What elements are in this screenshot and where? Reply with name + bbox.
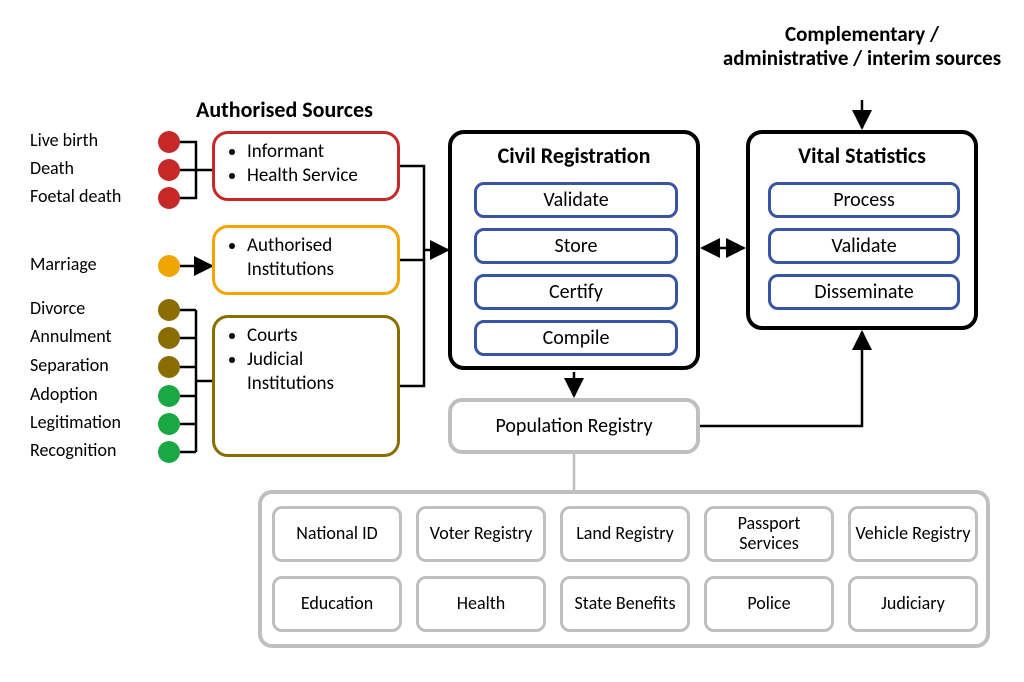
event-label: Adoption xyxy=(30,383,98,405)
event-label: Recognition xyxy=(30,439,116,461)
event-dot xyxy=(158,413,180,435)
vital-pill-process: Process xyxy=(768,182,960,218)
event-label: Death xyxy=(30,157,74,179)
event-dot xyxy=(158,441,180,463)
registry-cell: Police xyxy=(704,576,834,632)
population-registry-title-box: Population Registry xyxy=(448,398,700,454)
registry-cell: National ID xyxy=(272,506,402,562)
civil-registration-title: Civil Registration xyxy=(452,142,696,169)
source-box-informant: Informant Health Service xyxy=(212,131,400,201)
population-registry-title: Population Registry xyxy=(452,414,696,438)
registry-cell: State Benefits xyxy=(560,576,690,632)
registry-cell: Land Registry xyxy=(560,506,690,562)
registry-cell: Vehicle Registry xyxy=(848,506,978,562)
source-box-courts: Courts Judicial Institutions xyxy=(212,315,400,457)
registry-cell: Judiciary xyxy=(848,576,978,632)
event-label: Foetal death xyxy=(30,185,121,207)
event-label: Divorce xyxy=(30,297,85,319)
vital-statistics-title: Vital Statistics xyxy=(750,142,974,169)
civil-registration-box: Civil Registration Validate Store Certif… xyxy=(448,130,700,370)
vital-pill-validate: Validate xyxy=(768,228,960,264)
registry-cell: Health xyxy=(416,576,546,632)
civil-pill-certify: Certify xyxy=(474,274,678,310)
heading-authorised-sources: Authorised Sources xyxy=(196,96,373,123)
source-box-authorised-institutions: Authorised Institutions xyxy=(212,225,400,295)
vital-statistics-box: Vital Statistics Process Validate Dissem… xyxy=(746,130,978,330)
registry-cell: Voter Registry xyxy=(416,506,546,562)
civil-pill-store: Store xyxy=(474,228,678,264)
civil-pill-compile: Compile xyxy=(474,320,678,356)
source-item: Informant xyxy=(247,140,383,164)
source-item: Health Service xyxy=(247,164,383,188)
heading-complementary-sources: Complementary / administrative / interim… xyxy=(722,22,1002,70)
event-dot xyxy=(158,327,180,349)
event-dot xyxy=(158,159,180,181)
event-dot xyxy=(158,255,180,277)
event-label: Live birth xyxy=(30,129,98,151)
vital-pill-disseminate: Disseminate xyxy=(768,274,960,310)
source-item: Authorised Institutions xyxy=(247,234,383,282)
registry-cell: Passport Services xyxy=(704,506,834,562)
civil-pill-validate: Validate xyxy=(474,182,678,218)
event-dot xyxy=(158,299,180,321)
diagram-root: Authorised Sources Complementary / admin… xyxy=(0,0,1024,682)
source-item: Judicial Institutions xyxy=(247,348,383,396)
event-dot xyxy=(158,356,180,378)
registry-cell: Education xyxy=(272,576,402,632)
event-label: Marriage xyxy=(30,253,97,275)
event-dot xyxy=(158,187,180,209)
event-label: Separation xyxy=(30,354,109,376)
source-item: Courts xyxy=(247,324,383,348)
event-dot xyxy=(158,385,180,407)
event-dot xyxy=(158,131,180,153)
event-label: Annulment xyxy=(30,325,112,347)
event-label: Legitimation xyxy=(30,411,121,433)
